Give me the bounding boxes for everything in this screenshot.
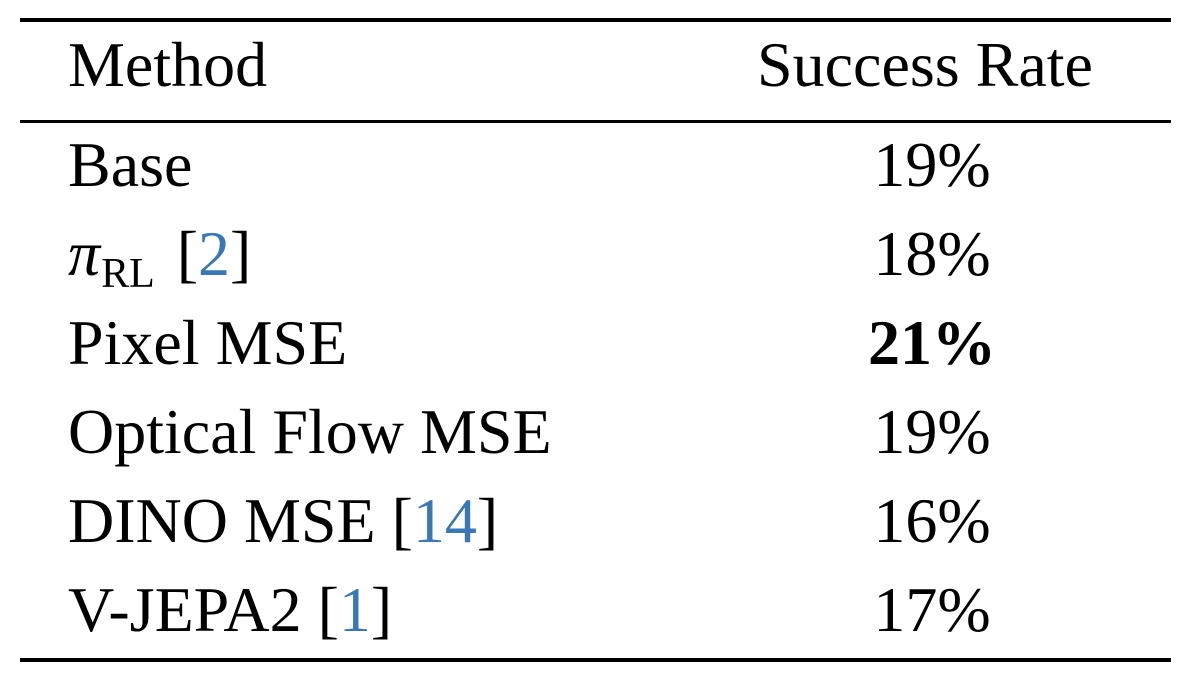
method-label: DINO MSE xyxy=(68,485,376,556)
method-name: V-JEPA2 [1] xyxy=(68,574,393,645)
table-row: DINO MSE [14] 16% xyxy=(0,478,1189,564)
citation-link[interactable]: 14 xyxy=(412,485,477,556)
table-header-row: Method Success Rate xyxy=(0,22,1189,108)
method-name: Pixel MSE xyxy=(68,307,348,378)
success-rate-value: 16% xyxy=(873,485,991,556)
citation-link[interactable]: 2 xyxy=(198,218,231,289)
method-name: Optical Flow MSE xyxy=(68,396,552,467)
table-row: πRL [2] 18% xyxy=(0,211,1189,297)
method-subscript: RL xyxy=(101,251,155,297)
success-rate-value: 17% xyxy=(873,574,991,645)
success-rate-value: 18% xyxy=(873,218,991,289)
table-row: Base 19% xyxy=(0,122,1189,208)
method-symbol: π xyxy=(68,218,101,289)
method-label: V-JEPA2 xyxy=(68,574,302,645)
table-row: V-JEPA2 [1] 17% xyxy=(0,567,1189,653)
method-name: Base xyxy=(68,129,193,200)
citation-link[interactable]: 1 xyxy=(338,574,371,645)
table-top-rule xyxy=(20,18,1171,22)
table-bottom-rule xyxy=(20,658,1171,662)
table-header-rule xyxy=(20,120,1171,123)
method-name: DINO MSE [14] xyxy=(68,485,499,556)
method-name: πRL [2] xyxy=(68,218,252,297)
table-row: Optical Flow MSE 19% xyxy=(0,389,1189,475)
table-row: Pixel MSE 21% xyxy=(0,300,1189,386)
success-rate-value-best: 21% xyxy=(868,307,996,378)
success-rate-value: 19% xyxy=(873,396,991,467)
success-rate-value: 19% xyxy=(873,129,991,200)
method-column-header: Method xyxy=(68,29,268,100)
success-rate-column-header: Success Rate xyxy=(757,29,1093,100)
